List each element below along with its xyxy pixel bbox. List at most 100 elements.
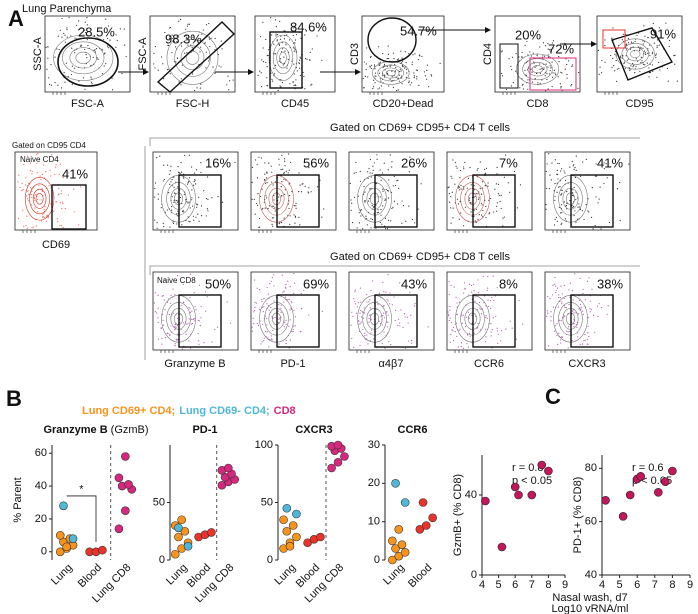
flow-dot (309, 51, 311, 53)
flow-dot (576, 218, 579, 220)
flow-dot (170, 165, 172, 167)
flow-dot (294, 84, 296, 86)
flow-dot (273, 195, 275, 197)
gate (57, 37, 119, 87)
flow-contour (53, 34, 114, 81)
flow-dot (595, 163, 597, 165)
flow-dot (549, 174, 551, 176)
flow-dot (614, 70, 616, 72)
flow-dot (406, 72, 408, 74)
flow-dot (480, 214, 483, 216)
flow-plot-frame (254, 15, 336, 93)
flow-dot (393, 200, 396, 202)
x-axis-label: FSC-A (71, 98, 105, 110)
flow-dot (372, 338, 375, 340)
flow-dot (294, 216, 297, 218)
x-tick-label: Lung (49, 562, 75, 588)
flow-dot (354, 289, 356, 291)
flow-dot (380, 315, 382, 317)
flow-dot (217, 195, 219, 198)
flow-dot (59, 163, 62, 165)
flow-dot (40, 179, 42, 181)
flow-dot (386, 326, 388, 328)
flow-dot (401, 83, 403, 85)
flow-dot (485, 316, 487, 318)
flow-dot (263, 340, 265, 342)
flow-plot-frame (152, 271, 239, 351)
flow-dot (288, 39, 291, 41)
flow-dot (357, 195, 359, 197)
flow-dot (308, 192, 310, 194)
flow-dot (647, 48, 649, 50)
flow-dot (644, 64, 646, 66)
flow-dot (359, 287, 362, 289)
flow-dot (611, 37, 613, 39)
flow-dot (448, 315, 450, 317)
flow-dot (362, 77, 364, 80)
flow-dot (376, 212, 378, 214)
flow-dot (75, 24, 78, 26)
flow-dot (256, 287, 258, 289)
flow-dot (607, 305, 609, 307)
flow-dot (557, 178, 559, 180)
flow-dot (177, 210, 179, 212)
flow-dot (479, 188, 481, 190)
flow-contour (62, 41, 105, 75)
flow-dot (169, 335, 171, 337)
flow-dot (300, 57, 302, 59)
flow-dot (551, 85, 553, 88)
flow-dot (259, 195, 262, 198)
data-point (174, 532, 183, 542)
flow-dot (61, 17, 63, 20)
flow-dot (632, 62, 634, 65)
flow-dot (279, 222, 281, 224)
flow-dot (458, 218, 460, 220)
flow-dot (287, 172, 289, 174)
flow-dot (586, 280, 589, 282)
flow-dot (188, 23, 191, 25)
flow-dot (34, 199, 36, 201)
flow-dot (583, 340, 585, 342)
flow-dot (90, 76, 92, 78)
flow-dot (548, 153, 550, 155)
flow-contour (377, 64, 404, 82)
flow-dot (620, 57, 622, 59)
flow-dot (351, 221, 354, 224)
flow-dot (268, 49, 270, 51)
flow-dot (283, 38, 286, 40)
flow-dot (463, 292, 465, 294)
flow-dot (382, 66, 384, 69)
flow-dot (488, 199, 490, 201)
flow-dot (64, 207, 66, 210)
flow-contour (531, 65, 544, 74)
flow-dot (589, 311, 591, 313)
flow-dot (286, 34, 288, 36)
flow-dot (505, 88, 508, 91)
flow-dot (258, 226, 261, 228)
flow-dot (251, 326, 253, 328)
flow-dot (55, 166, 57, 168)
flow-dot (651, 51, 654, 53)
flow-dot (478, 301, 481, 304)
flow-dot (500, 340, 502, 342)
flow-dot (386, 228, 389, 230)
flow-dot (283, 326, 285, 328)
flow-dot (367, 171, 369, 173)
flow-dot (362, 228, 364, 230)
flow-dot (103, 65, 105, 67)
flow-dot (401, 64, 404, 66)
flow-dot (642, 47, 644, 49)
flow-dot (21, 189, 23, 192)
flow-dot (380, 85, 383, 87)
flow-dot (62, 227, 64, 229)
flow-dot (191, 197, 193, 199)
flow-dot (303, 75, 305, 77)
flow-dot (271, 78, 273, 80)
flow-dot (549, 69, 551, 72)
flow-dot (273, 300, 275, 302)
flow-dot (280, 35, 282, 37)
flow-dot (601, 59, 603, 62)
flow-dot (187, 44, 189, 46)
flow-dot (107, 25, 110, 27)
y-axis-label: % Parent (12, 477, 24, 522)
